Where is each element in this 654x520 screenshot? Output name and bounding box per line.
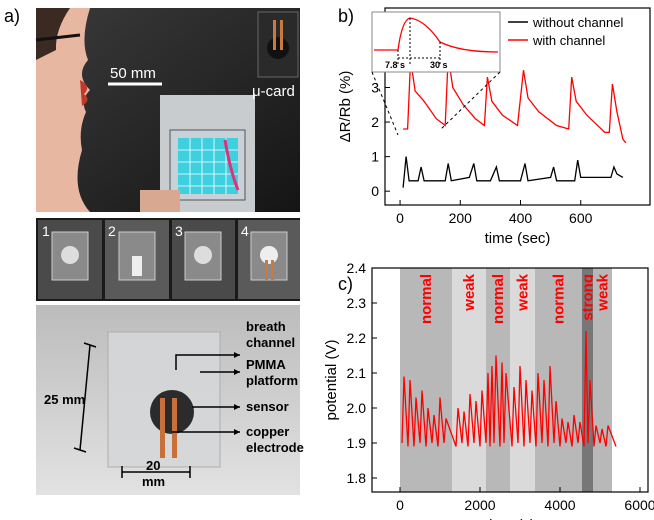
part-label: copper	[246, 424, 289, 439]
y-tick-label: 2.3	[347, 295, 367, 311]
width-label: mm	[142, 474, 165, 489]
region-label: weak	[595, 273, 612, 311]
region-label: weak	[515, 273, 532, 311]
part-label: sensor	[246, 399, 289, 414]
region-label: weak	[461, 273, 478, 311]
y-tick-label: 1	[371, 149, 379, 165]
photo-steps	[36, 218, 300, 301]
annotation: 7.8 s	[385, 60, 405, 70]
annotation: 30 s	[430, 60, 448, 70]
part-label: PMMA	[246, 357, 286, 372]
region-label: normal	[490, 274, 507, 324]
part-label: breath	[246, 319, 286, 334]
legend-label: with channel	[532, 33, 605, 48]
part-label: platform	[246, 373, 298, 388]
data-line	[403, 157, 623, 188]
step-label: 1	[42, 223, 50, 239]
panel-label: c)	[338, 274, 353, 294]
photo-top	[36, 8, 300, 212]
region-label: normal	[551, 274, 568, 324]
step-label: 3	[175, 223, 183, 239]
x-tick-label: 4000	[544, 497, 575, 513]
inset-leaders	[372, 72, 500, 135]
region-label: normal	[418, 274, 435, 324]
y-tick-label: 0	[371, 183, 379, 199]
y-tick-label: 2.1	[347, 365, 367, 381]
x-axis-label: time (sec)	[485, 230, 551, 247]
y-axis-label: potential (V)	[323, 340, 340, 421]
figure: a) b) c) 50 mm μ-card 1 2 3 4 breathchannel PMMApl…	[0, 0, 654, 520]
scale-label: 50 mm	[110, 65, 156, 82]
y-tick-label: 2	[371, 114, 379, 130]
x-tick-label: 2000	[464, 497, 495, 513]
x-tick-label: 200	[449, 210, 473, 226]
part-label: electrode	[246, 440, 304, 455]
x-tick-label: 600	[569, 210, 593, 226]
width-label: 20	[146, 458, 160, 473]
step-label: 2	[108, 223, 116, 239]
part-label: channel	[246, 335, 295, 350]
y-tick-label: 3	[371, 79, 379, 95]
y-tick-label: 2.2	[347, 330, 367, 346]
y-tick-label: 2.0	[347, 400, 367, 416]
y-tick-label: 1.8	[347, 470, 367, 486]
y-axis-label: ΔR/Rb (%)	[337, 71, 354, 143]
panel-label: a)	[4, 6, 20, 26]
y-tick-label: 1.9	[347, 435, 367, 451]
x-tick-label: 0	[396, 497, 404, 513]
x-tick-label: 400	[509, 210, 533, 226]
height-label: 25 mm	[44, 392, 85, 407]
chart: 0200400600012345time (sec)ΔR/Rb (%)witho…	[337, 8, 650, 247]
step-label: 4	[241, 223, 249, 239]
y-tick-label: 2.4	[347, 260, 367, 276]
x-tick-label: 0	[396, 210, 404, 226]
x-tick-label: 6000	[624, 497, 654, 513]
card-label: μ-card	[252, 83, 295, 100]
legend-label: without channel	[532, 15, 623, 30]
panel-label: b)	[338, 6, 354, 26]
